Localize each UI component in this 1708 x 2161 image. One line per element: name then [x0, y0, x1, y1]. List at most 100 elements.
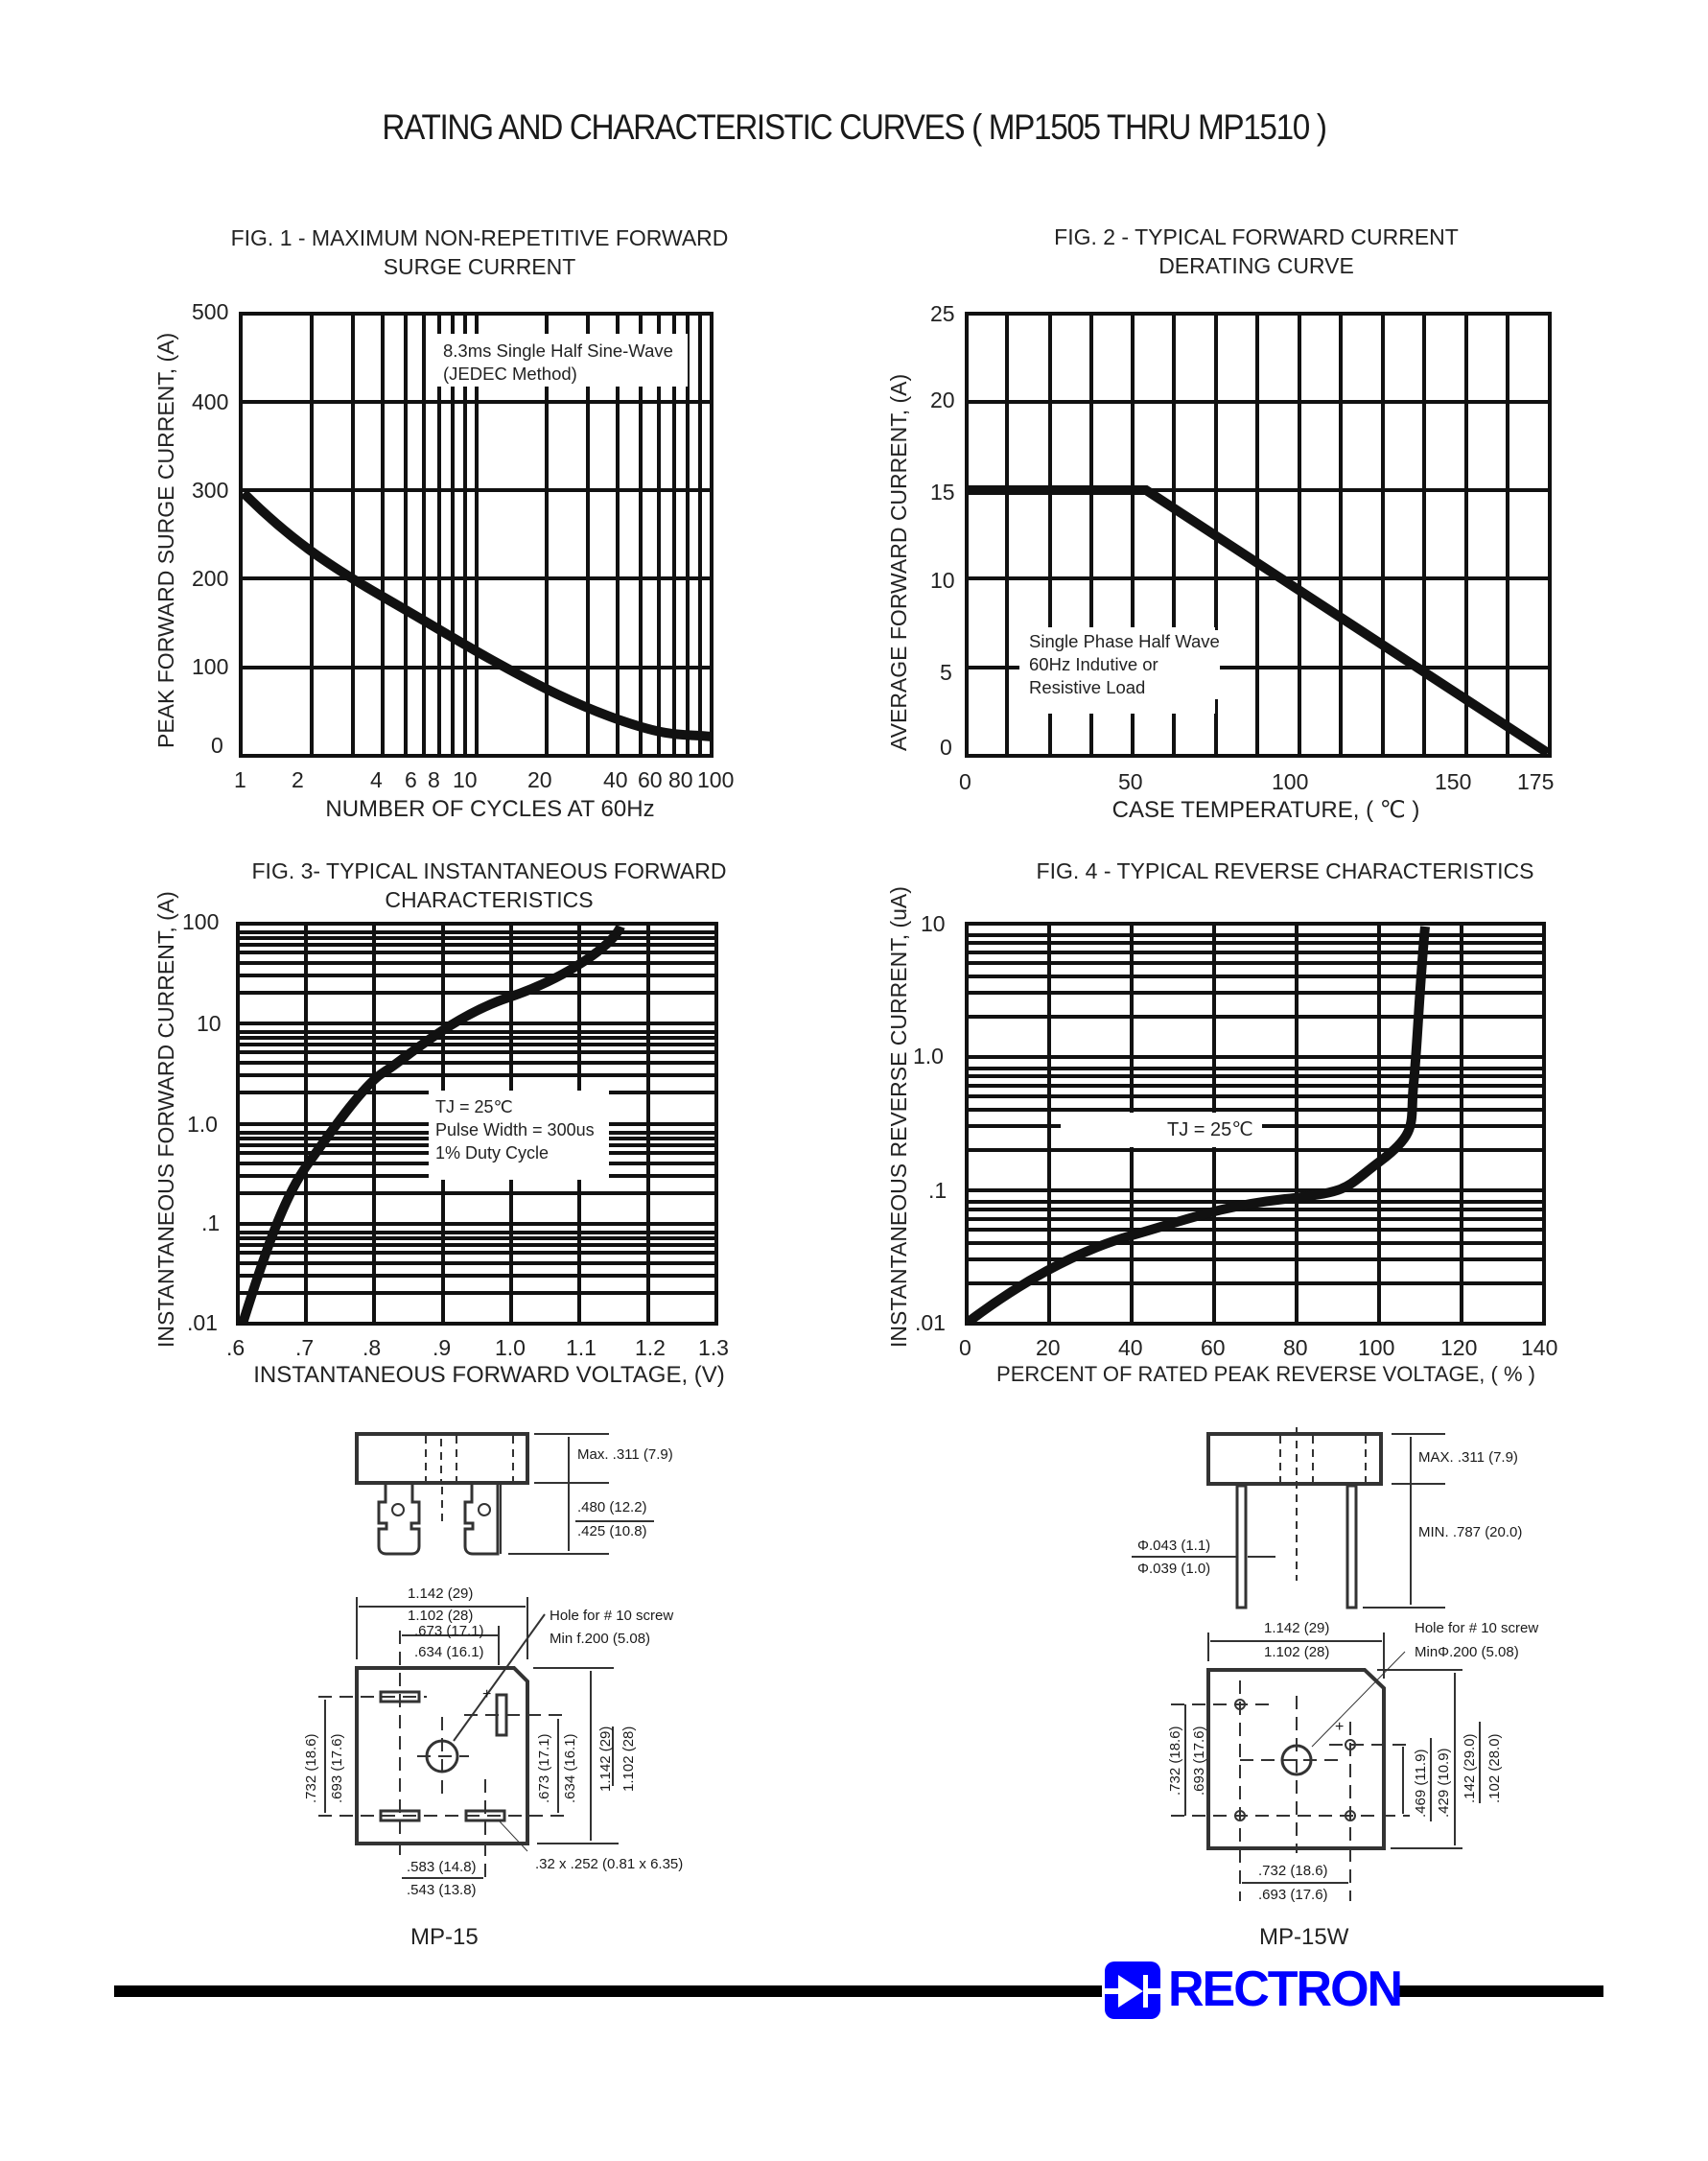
fig4-xtick: 100: [1358, 1335, 1395, 1360]
fig1-curve: [240, 489, 713, 741]
fig2-annotation-line3: Resistive Load: [1029, 677, 1146, 697]
fig2-annotation-line1: Single Phase Half Wave: [1029, 631, 1220, 651]
fig1-xtick: 1: [234, 767, 246, 792]
fig2-xtick: 175: [1517, 769, 1555, 794]
fig3-xtick: 1.0: [495, 1335, 526, 1360]
mp15w-right-v-max: .469 (11.9): [1413, 1749, 1429, 1818]
fig1-xtick: 80: [668, 767, 693, 792]
mp15w-top-body: [1206, 1668, 1386, 1850]
fig1-xtick: 100: [697, 767, 735, 792]
fig4-ytick: 1.0: [913, 1044, 944, 1069]
mp15w-left-v-max: .732 (18.6): [1167, 1726, 1183, 1796]
fig4-ytick: .01: [915, 1310, 946, 1335]
fig1-annotation-line1: 8.3ms Single Half Sine-Wave: [443, 341, 673, 361]
mp15-hole-note-2: Min f.200 (5.08): [550, 1631, 651, 1647]
fig3-xtick: 1.1: [566, 1335, 597, 1360]
fig3-title-line2: CHARACTERISTICS: [385, 887, 594, 912]
fig4-xtick: 40: [1118, 1335, 1143, 1360]
mp15w-package-label: MP-15W: [1259, 1924, 1349, 1950]
mp15-hole-note-1: Hole for # 10 screw: [550, 1608, 674, 1624]
fig4-xtick: 20: [1036, 1335, 1061, 1360]
rectron-logo-icon: [1105, 1961, 1160, 2019]
fig1-ytick: 300: [192, 478, 229, 503]
rectron-logo-text: RECTRON: [1168, 1961, 1403, 2017]
page-title: RATING AND CHARACTERISTIC CURVES ( MP150…: [382, 107, 1327, 147]
fig2-xtick: 150: [1435, 769, 1472, 794]
mp15w-width-min: 1.102 (28): [1264, 1644, 1330, 1660]
mp15w-bottom-max: .732 (18.6): [1258, 1863, 1328, 1879]
fig3-annotation: TJ = 25℃ Pulse Width = 300us 1% Duty Cyc…: [435, 1095, 595, 1164]
mp15w-mount-hole: [1280, 1744, 1313, 1776]
mp15w-height-max: MAX. .311 (7.9): [1418, 1449, 1518, 1466]
footer-rule-right: [1397, 1985, 1603, 1997]
mp15w-left-v-min: .693 (17.6): [1191, 1726, 1207, 1796]
fig1-ytick: 200: [192, 566, 229, 591]
fig4-ylabel: INSTANTANEOUS REVERSE CURRENT, (uA): [886, 886, 911, 1348]
fig1-ytick: 100: [192, 654, 229, 679]
footer-rule-left: [114, 1985, 1102, 1997]
fig2-xtick: 50: [1118, 769, 1143, 794]
fig2-annotation-line2: 60Hz Indutive or: [1029, 654, 1158, 674]
fig1-xtick: 4: [370, 767, 383, 792]
fig1-xlabel: NUMBER OF CYCLES AT 60Hz: [325, 796, 655, 822]
fig4-ytick: .1: [928, 1178, 948, 1203]
fig1-annotation: 8.3ms Single Half Sine-Wave (JEDEC Metho…: [443, 340, 673, 386]
fig3-xlabel: INSTANTANEOUS FORWARD VOLTAGE, (V): [253, 1362, 725, 1388]
mp15-bottom-min: .543 (13.8): [407, 1882, 477, 1898]
mp15w-right-v-min: .429 (10.9): [1436, 1748, 1452, 1818]
fig3-ytick: 1.0: [187, 1112, 218, 1137]
mp15-top-body: [355, 1666, 529, 1845]
mp15w-hole-note-2: MinΦ.200 (5.08): [1415, 1644, 1519, 1660]
mp15-left-v-max: .732 (18.6): [303, 1733, 319, 1803]
fig3-annotation-line3: 1% Duty Cycle: [435, 1143, 550, 1163]
fig4-title: FIG. 4 - TYPICAL REVERSE CHARACTERISTICS: [997, 857, 1573, 885]
fig4-xtick: 120: [1440, 1335, 1478, 1360]
fig4-log-lines: [967, 933, 1544, 1285]
mp15-pin-span-max: .673 (17.1): [414, 1623, 484, 1639]
fig4-xtick: 140: [1521, 1335, 1558, 1360]
fig4-ytick: 10: [921, 911, 946, 936]
mp15-pin-span-min: .634 (16.1): [414, 1644, 484, 1660]
mp15-height-v-max: 1.142 (29): [597, 1726, 614, 1792]
mp15w-hole-note-1: Hole for # 10 screw: [1415, 1620, 1539, 1636]
fig2-curve: [967, 485, 1551, 758]
fig2-title-line2: DERATING CURVE: [1158, 253, 1354, 278]
mp15w-lead-right: [1345, 1484, 1358, 1609]
fig2-ytick: 20: [930, 388, 955, 412]
mp15w-height-v-min: .102 (28.0): [1486, 1733, 1503, 1803]
mp15w-dia-min: Φ.039 (1.0): [1137, 1561, 1211, 1577]
fig2-xlabel: CASE TEMPERATURE, ( ℃ ): [1111, 797, 1420, 823]
fig2-annotation: Single Phase Half Wave 60Hz Indutive or …: [1029, 630, 1220, 699]
mp15w-dia-max: Φ.043 (1.1): [1137, 1538, 1211, 1554]
fig1-ylabel: PEAK FORWARD SURGE CURRENT, (A): [153, 332, 178, 748]
mp15-package-label: MP-15: [410, 1924, 479, 1950]
mp15w-width-max: 1.142 (29): [1264, 1620, 1330, 1636]
fig1-annotation-line2: (JEDEC Method): [443, 364, 577, 384]
fig2-ytick: 15: [930, 480, 955, 505]
fig1-xtick: 6: [405, 767, 417, 792]
fig2-xtick: 100: [1272, 769, 1309, 794]
fig3-annotation-line2: Pulse Width = 300us: [435, 1120, 595, 1139]
mp15-left-v-min: .693 (17.6): [329, 1733, 345, 1803]
mp15w-height-v-max: .142 (29.0): [1462, 1733, 1478, 1803]
fig2-title: FIG. 2 - TYPICAL FORWARD CURRENT DERATIN…: [959, 223, 1554, 280]
fig1-xtick: 40: [603, 767, 628, 792]
fig3-ytick: 100: [182, 909, 220, 934]
fig1-xtick: 8: [428, 767, 440, 792]
fig3-ytick: .1: [201, 1210, 221, 1235]
fig1-xtick: 2: [292, 767, 304, 792]
fig3-ylabel: INSTANTANEOUS FORWARD CURRENT, (A): [153, 891, 178, 1348]
fig2-ytick: 0: [940, 735, 952, 760]
mp15-terminal-size: .32 x .252 (0.81 x 6.35): [535, 1856, 684, 1872]
mp15-plus-marker: +: [482, 1686, 492, 1703]
fig4-grid: [965, 922, 1546, 1326]
fig3-annotation-line1: TJ = 25℃: [435, 1097, 513, 1116]
mp15-mount-hole: [425, 1739, 459, 1773]
mp15w-plus-marker: +: [1335, 1719, 1345, 1735]
fig1-xtick: 10: [453, 767, 478, 792]
fig1-title-line1: FIG. 1 - MAXIMUM NON-REPETITIVE FORWARD: [230, 225, 729, 250]
fig2-ytick: 25: [930, 301, 955, 326]
mp15w-bottom-min: .693 (17.6): [1258, 1887, 1328, 1903]
